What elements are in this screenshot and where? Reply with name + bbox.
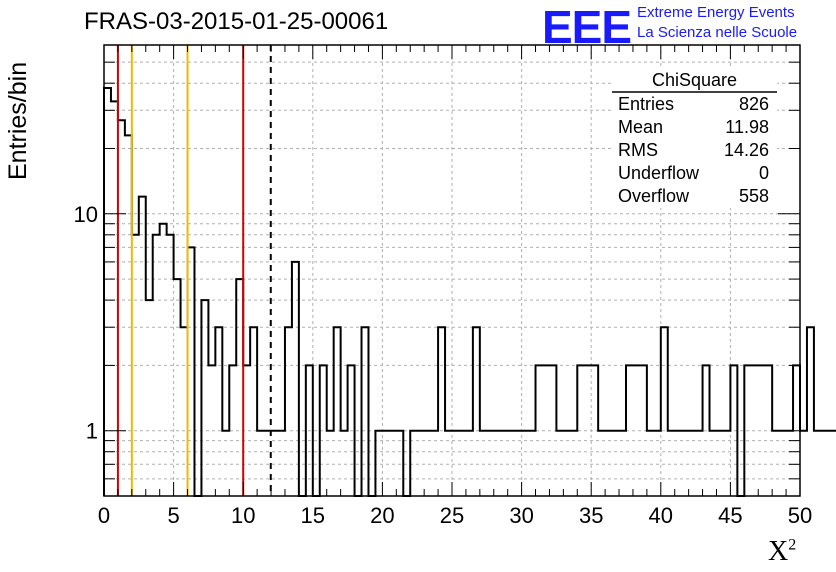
stats-label-entries: Entries xyxy=(618,94,674,114)
y-tick-label: 1 xyxy=(86,419,98,444)
x-tick-label: 20 xyxy=(370,503,394,528)
y-tick-label: 10 xyxy=(74,202,98,227)
x-tick-label: 15 xyxy=(301,503,325,528)
histogram-series xyxy=(103,87,836,497)
logo-line-1: Extreme Energy Events xyxy=(637,4,795,21)
chart-title: FRAS-03-2015-01-25-00061 xyxy=(84,8,389,35)
stats-label-mean: Mean xyxy=(618,117,663,137)
x-tick-label: 35 xyxy=(579,503,603,528)
x-tick-label: 30 xyxy=(509,503,533,528)
stats-value-entries: 826 xyxy=(739,94,769,114)
x-tick-label: 10 xyxy=(231,503,255,528)
stats-label-overflow: Overflow xyxy=(618,186,690,206)
stats-label-underflow: Underflow xyxy=(618,163,700,183)
stats-value-overflow: 558 xyxy=(739,186,769,206)
x-tick-label: 25 xyxy=(440,503,464,528)
x-tick-label: 45 xyxy=(718,503,742,528)
x-tick-label: 50 xyxy=(788,503,812,528)
stats-value-underflow: 0 xyxy=(759,163,769,183)
stats-value-rms: 14.26 xyxy=(724,140,769,160)
x-tick-label: 40 xyxy=(649,503,673,528)
stats-value-mean: 11.98 xyxy=(725,117,769,137)
stats-label-rms: RMS xyxy=(618,140,658,160)
x-axis-label: X2 xyxy=(768,536,797,567)
x-tick-label: 5 xyxy=(167,503,179,528)
stats-box-title: ChiSquare xyxy=(652,70,737,90)
logo-line-2: La Scienza nelle Scuole xyxy=(637,24,798,41)
x-tick-label: 0 xyxy=(98,503,110,528)
